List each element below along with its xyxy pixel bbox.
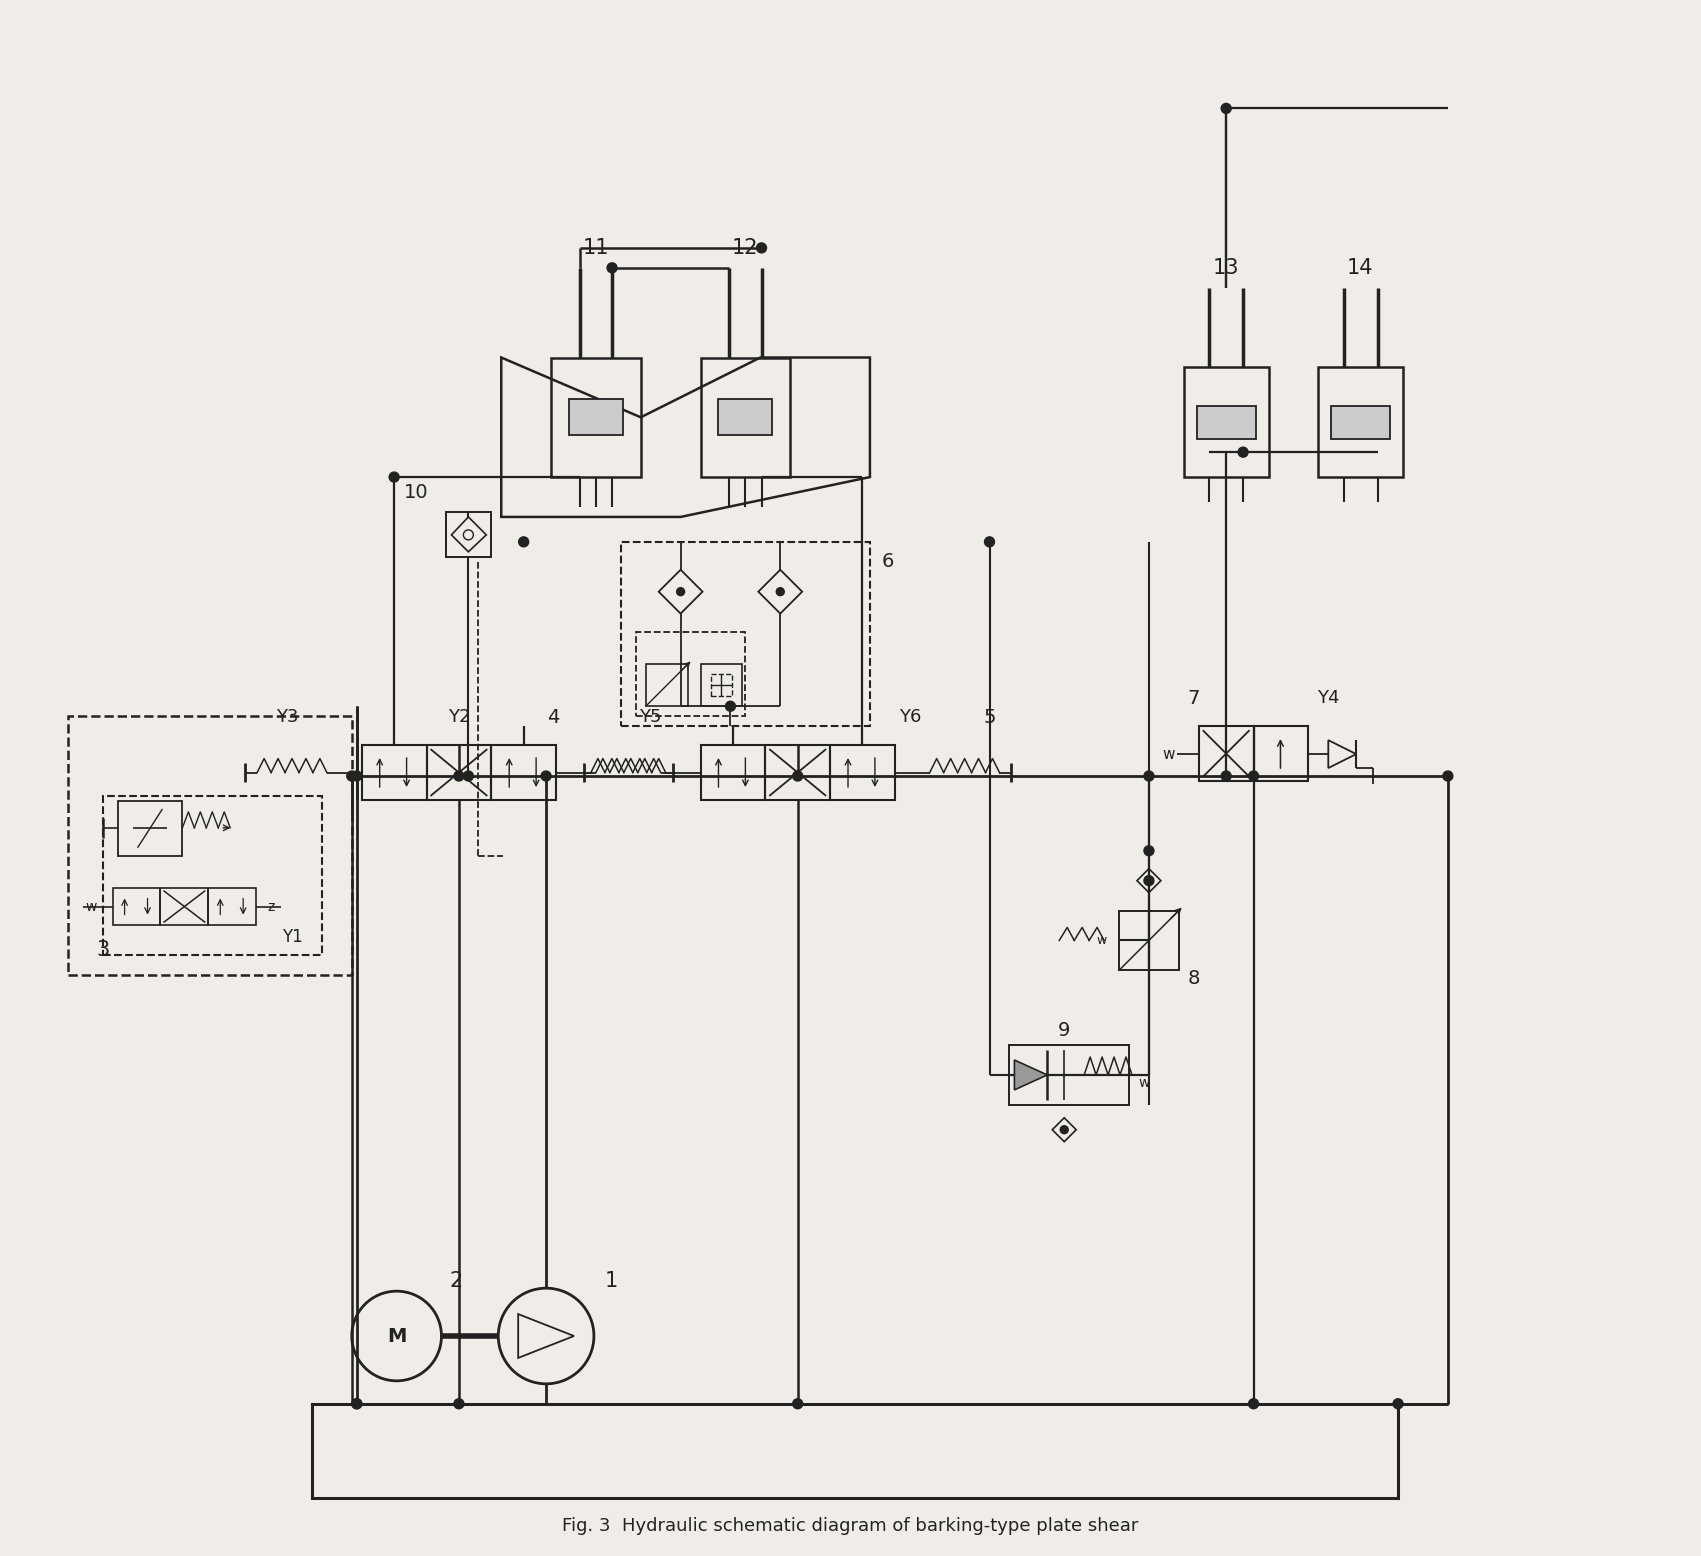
Circle shape: [519, 537, 529, 546]
Text: 10: 10: [405, 482, 429, 501]
Text: M: M: [386, 1327, 407, 1346]
Circle shape: [757, 243, 767, 254]
Circle shape: [1145, 772, 1153, 781]
Circle shape: [463, 772, 473, 781]
Circle shape: [725, 702, 735, 711]
Text: 2: 2: [449, 1271, 463, 1291]
Text: 12: 12: [731, 238, 759, 258]
Bar: [1318, 367, 1403, 478]
Bar: [362, 745, 427, 800]
Bar: [701, 745, 765, 800]
Bar: [551, 358, 641, 478]
Polygon shape: [1014, 1060, 1048, 1089]
Bar: [112, 887, 160, 926]
Circle shape: [454, 1399, 464, 1408]
Text: w: w: [1138, 1075, 1150, 1089]
Bar: [1254, 727, 1308, 781]
Bar: [427, 745, 492, 800]
Text: Y1: Y1: [282, 929, 303, 946]
Bar: [621, 541, 869, 727]
Bar: [311, 1404, 1398, 1498]
Bar: [446, 512, 492, 557]
Text: 3: 3: [95, 940, 109, 960]
Bar: [1119, 910, 1179, 971]
Circle shape: [454, 772, 464, 781]
Text: Fig. 3  Hydraulic schematic diagram of barking-type plate shear: Fig. 3 Hydraulic schematic diagram of ba…: [563, 1517, 1138, 1536]
Bar: [701, 664, 742, 706]
Text: Y5: Y5: [640, 708, 662, 727]
Bar: [68, 716, 352, 976]
Text: 5: 5: [983, 708, 995, 727]
Circle shape: [1145, 876, 1153, 885]
Circle shape: [1249, 1399, 1259, 1408]
Text: w: w: [1095, 934, 1106, 948]
Circle shape: [793, 772, 803, 781]
Circle shape: [1442, 772, 1453, 781]
Bar: [1009, 1046, 1129, 1105]
Circle shape: [1060, 1125, 1068, 1134]
Text: z: z: [267, 899, 276, 913]
Bar: [636, 632, 745, 716]
Text: Y2: Y2: [447, 708, 469, 727]
Circle shape: [390, 471, 400, 482]
Circle shape: [352, 1399, 362, 1408]
Text: Y6: Y6: [898, 708, 920, 727]
Circle shape: [1145, 846, 1153, 856]
Text: Y3: Y3: [276, 708, 298, 727]
Text: w: w: [85, 899, 97, 913]
Text: 13: 13: [1213, 258, 1238, 279]
Text: 8: 8: [1187, 969, 1199, 988]
Bar: [208, 887, 257, 926]
Text: 1: 1: [604, 1271, 617, 1291]
Bar: [711, 674, 733, 696]
Text: 7: 7: [1187, 689, 1199, 708]
Circle shape: [776, 588, 784, 596]
Circle shape: [541, 772, 551, 781]
Bar: [1196, 406, 1255, 439]
Circle shape: [352, 772, 362, 781]
Circle shape: [1249, 772, 1259, 781]
Bar: [718, 400, 772, 436]
Circle shape: [1221, 103, 1232, 114]
Text: 11: 11: [583, 238, 609, 258]
Circle shape: [1145, 876, 1153, 885]
Bar: [1199, 727, 1254, 781]
Circle shape: [347, 772, 357, 781]
Circle shape: [985, 537, 995, 546]
Bar: [1184, 367, 1269, 478]
Text: Y4: Y4: [1317, 689, 1340, 708]
Circle shape: [677, 588, 684, 596]
Circle shape: [352, 1399, 362, 1408]
Text: 9: 9: [1058, 1021, 1070, 1039]
Bar: [646, 664, 687, 706]
Text: 6: 6: [881, 552, 895, 571]
Bar: [160, 887, 208, 926]
Bar: [830, 745, 895, 800]
Text: 14: 14: [1347, 258, 1373, 279]
Circle shape: [1238, 447, 1249, 457]
Circle shape: [793, 1399, 803, 1408]
Bar: [117, 801, 182, 856]
Bar: [765, 745, 830, 800]
Bar: [701, 358, 791, 478]
Bar: [492, 745, 556, 800]
Circle shape: [607, 263, 617, 272]
Circle shape: [1221, 772, 1232, 781]
Bar: [1330, 406, 1390, 439]
Bar: [570, 400, 623, 436]
Bar: [102, 797, 321, 955]
Circle shape: [1393, 1399, 1403, 1408]
Text: w: w: [1162, 747, 1175, 761]
Text: 4: 4: [548, 708, 560, 727]
